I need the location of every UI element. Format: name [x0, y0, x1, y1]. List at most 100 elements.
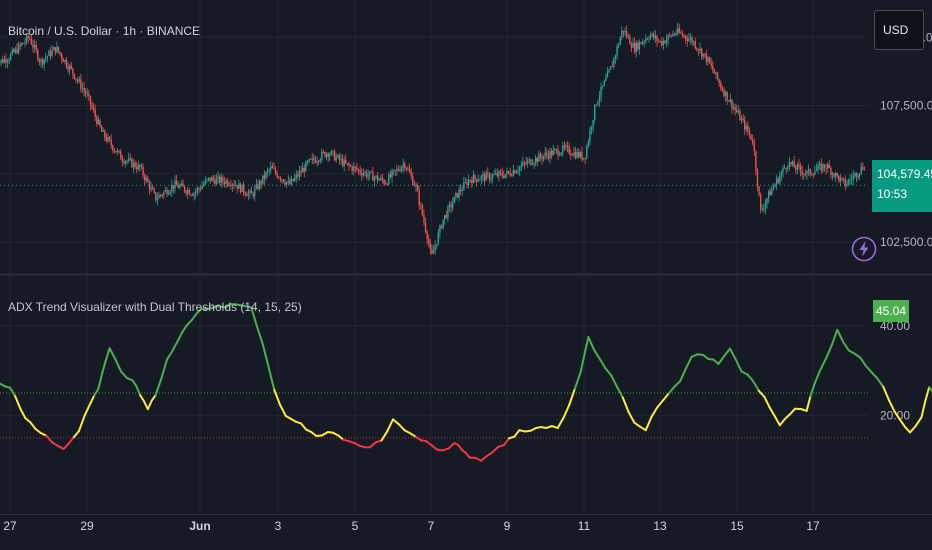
- candle-body: [841, 177, 843, 179]
- candle-body: [169, 191, 171, 194]
- candle-body: [436, 244, 438, 246]
- time-axis-label: Jun: [189, 519, 210, 533]
- candle-body: [142, 166, 144, 176]
- adx-segment: [556, 416, 565, 429]
- candle-body: [86, 93, 88, 95]
- adx-segment: [392, 418, 400, 426]
- candle-body: [317, 161, 320, 163]
- candle-body: [439, 225, 441, 233]
- candle-body: [731, 99, 733, 109]
- currency-button[interactable]: USD: [874, 10, 924, 50]
- candle-body: [624, 31, 626, 33]
- candle-body: [145, 178, 147, 181]
- candle-body: [474, 175, 476, 179]
- candle-body: [836, 172, 838, 176]
- adx-segment: [882, 385, 890, 402]
- candle-body: [747, 125, 749, 132]
- candle-body: [782, 167, 784, 173]
- candle-body: [696, 47, 698, 50]
- candle-body: [796, 164, 799, 170]
- candle-body: [495, 173, 497, 175]
- candle-body: [777, 178, 779, 183]
- adx-segment: [125, 376, 134, 382]
- candle-body: [544, 152, 546, 156]
- candle-body: [573, 151, 575, 156]
- candle-body: [343, 159, 345, 166]
- adx-segment: [497, 443, 506, 448]
- candle-body: [471, 180, 473, 184]
- lightning-bolt-icon[interactable]: [851, 236, 877, 262]
- adx-segment: [876, 377, 885, 388]
- candle-body: [107, 137, 109, 141]
- candle-body: [597, 101, 599, 105]
- adx-segment: [104, 347, 111, 362]
- adx-segment: [503, 437, 511, 446]
- candle-body: [413, 184, 416, 187]
- indicator-title[interactable]: ADX Trend Visualizer with Dual Threshold…: [8, 300, 302, 314]
- candle-body: [744, 120, 746, 130]
- candle-body: [761, 209, 763, 211]
- adx-segment: [870, 371, 879, 380]
- candle-body: [64, 59, 66, 62]
- adx-segment: [256, 325, 264, 346]
- candle-body: [590, 127, 593, 131]
- adx-segment: [836, 328, 845, 343]
- candle-body: [13, 49, 15, 53]
- candle-body: [512, 170, 515, 176]
- candle-body: [100, 126, 103, 132]
- candle-body: [234, 185, 237, 187]
- candle-body: [67, 66, 69, 70]
- candle-body: [526, 160, 529, 164]
- candle-body: [284, 182, 286, 185]
- candle-body: [416, 185, 419, 191]
- candle-body: [48, 51, 50, 57]
- candle-body: [91, 104, 93, 108]
- candle-body: [330, 151, 333, 155]
- candle-body: [487, 172, 489, 174]
- adx-segment: [409, 432, 417, 438]
- candle-body: [531, 164, 534, 166]
- candle-body: [791, 161, 794, 165]
- candle-body: [472, 175, 475, 184]
- adx-segment: [898, 418, 906, 428]
- time-axis-label: 13: [653, 519, 667, 533]
- adx-line: [0, 303, 932, 462]
- adx-segment: [746, 373, 755, 382]
- adx-segment: [639, 425, 647, 432]
- adx-segment: [920, 399, 927, 419]
- candle-body: [643, 41, 645, 43]
- candle-body: [566, 145, 569, 147]
- candle-body: [383, 180, 385, 184]
- candle-body: [828, 164, 831, 168]
- candle-body: [538, 154, 540, 162]
- adx-segment: [181, 323, 189, 334]
- candle-body: [541, 157, 543, 160]
- adx-segment: [310, 431, 318, 438]
- candle-body: [308, 158, 310, 162]
- candle-body: [860, 166, 862, 174]
- candle-body: [426, 231, 428, 240]
- candle-body: [581, 151, 583, 160]
- candle-body: [606, 72, 609, 78]
- adx-segment: [734, 358, 743, 373]
- candle-body: [732, 107, 735, 109]
- candle-body: [274, 168, 277, 173]
- candle-body: [734, 107, 736, 110]
- adx-segment: [441, 447, 450, 452]
- candle-body: [348, 163, 350, 166]
- adx-segment: [414, 435, 423, 442]
- candle-body: [59, 51, 61, 55]
- candle-body: [314, 160, 317, 163]
- candle-body: [295, 174, 297, 178]
- indicator-axis-label: 20.00: [880, 408, 910, 422]
- candle-body: [798, 164, 800, 167]
- adx-segment: [166, 350, 174, 361]
- candle-body: [75, 78, 77, 80]
- candle-body: [41, 59, 44, 65]
- candle-body: [289, 180, 291, 185]
- candle-body: [509, 172, 511, 176]
- candle-body: [844, 179, 846, 187]
- adx-segment: [131, 379, 138, 388]
- candle-body: [128, 158, 130, 161]
- candle-body: [550, 150, 553, 156]
